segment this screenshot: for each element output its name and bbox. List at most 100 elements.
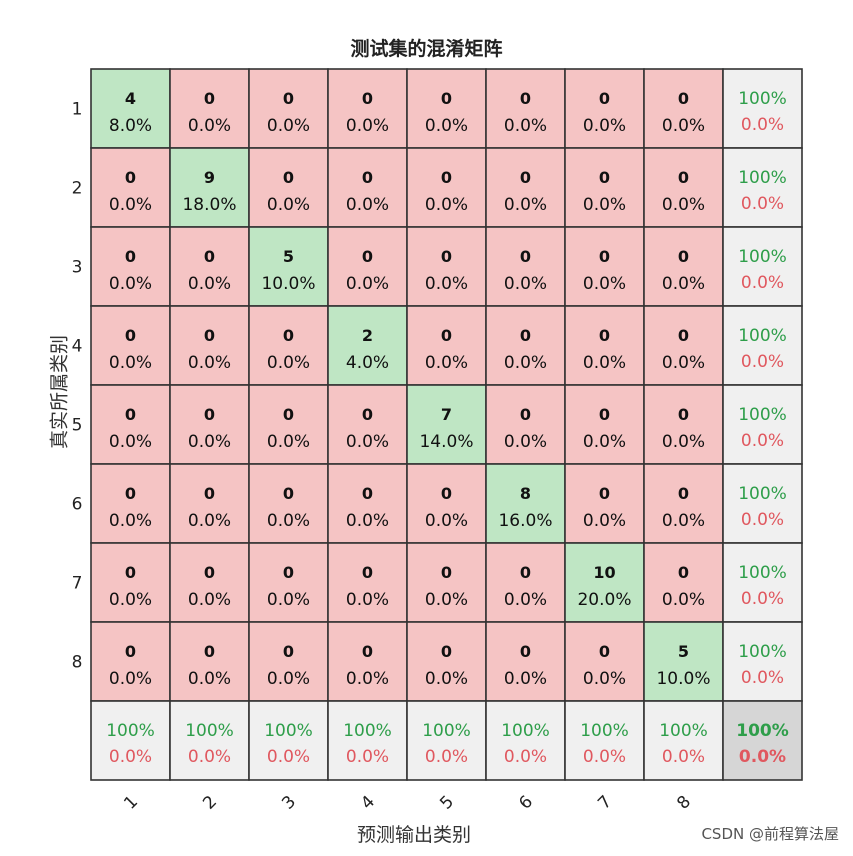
cell-count: 0 <box>678 89 689 108</box>
cell-count: 0 <box>599 326 610 345</box>
row-summary-wrong: 0.0% <box>741 510 784 530</box>
matrix-cell-6-5 <box>406 463 487 544</box>
matrix-cell-1-5 <box>406 68 487 149</box>
cell-count: 0 <box>362 484 373 503</box>
matrix-cell-1-4 <box>327 68 408 149</box>
cell-percent: 0.0% <box>662 590 705 610</box>
cell-count: 0 <box>599 405 610 424</box>
matrix-cell-2-3 <box>248 147 329 228</box>
cell-percent: 0.0% <box>504 432 547 452</box>
matrix-cell-4-2 <box>169 305 250 386</box>
cell-count: 0 <box>441 563 452 582</box>
cell-count: 0 <box>204 563 215 582</box>
matrix-cell-3-3 <box>248 226 329 307</box>
cell-percent: 20.0% <box>577 590 631 610</box>
cell-percent: 0.0% <box>346 432 389 452</box>
cell-count: 0 <box>362 89 373 108</box>
col-summary-correct: 100% <box>580 721 629 741</box>
row-summary-wrong: 0.0% <box>741 431 784 451</box>
cell-percent: 0.0% <box>109 195 152 215</box>
matrix-cell-6-7 <box>564 463 645 544</box>
matrix-cell-9-7 <box>564 700 645 781</box>
cell-count: 0 <box>204 405 215 424</box>
cell-percent: 4.0% <box>346 353 389 373</box>
col-summary-wrong: 0.0% <box>504 747 547 767</box>
x-tick-label: 1 <box>120 792 142 814</box>
cell-count: 0 <box>520 89 531 108</box>
matrix-cell-5-8 <box>643 384 724 465</box>
cell-count: 0 <box>204 484 215 503</box>
matrix-cell-8-1 <box>90 621 171 702</box>
cell-count: 0 <box>125 484 136 503</box>
y-tick-label: 1 <box>72 100 83 120</box>
cell-percent: 0.0% <box>109 274 152 294</box>
x-tick-label: 6 <box>515 792 537 814</box>
cell-percent: 0.0% <box>188 274 231 294</box>
cell-count: 0 <box>678 405 689 424</box>
cell-percent: 0.0% <box>346 274 389 294</box>
y-tick-label: 8 <box>72 653 83 673</box>
matrix-cell-3-1 <box>90 226 171 307</box>
cell-count: 0 <box>283 326 294 345</box>
cell-percent: 8.0% <box>109 116 152 136</box>
cell-count: 4 <box>125 89 136 108</box>
cell-count: 0 <box>678 168 689 187</box>
row-summary-wrong: 0.0% <box>741 273 784 293</box>
cell-count: 0 <box>125 247 136 266</box>
cell-percent: 0.0% <box>267 669 310 689</box>
cell-percent: 0.0% <box>346 195 389 215</box>
row-summary-wrong: 0.0% <box>741 194 784 214</box>
x-tick-label: 7 <box>594 792 616 814</box>
watermark: CSDN @前程算法屋 <box>701 825 839 843</box>
cell-percent: 18.0% <box>182 195 236 215</box>
col-summary-correct: 100% <box>185 721 234 741</box>
row-summary-correct: 100% <box>738 168 787 188</box>
cell-count: 5 <box>283 247 294 266</box>
cell-percent: 0.0% <box>583 669 626 689</box>
row-summary-correct: 100% <box>738 247 787 267</box>
matrix-cell-7-4 <box>327 542 408 623</box>
matrix-cell-6-1 <box>90 463 171 544</box>
matrix-cell-1-6 <box>485 68 566 149</box>
cell-count: 0 <box>678 247 689 266</box>
cell-percent: 0.0% <box>583 353 626 373</box>
col-summary-correct: 100% <box>343 721 392 741</box>
cell-percent: 0.0% <box>583 274 626 294</box>
matrix-cell-2-1 <box>90 147 171 228</box>
cell-percent: 0.0% <box>267 590 310 610</box>
matrix-cell-6-3 <box>248 463 329 544</box>
matrix-cell-9-5 <box>406 700 487 781</box>
matrix-cell-3-6 <box>485 226 566 307</box>
matrix-cell-9-3 <box>248 700 329 781</box>
y-tick-label: 5 <box>72 416 83 436</box>
cell-count: 5 <box>678 642 689 661</box>
cell-percent: 0.0% <box>109 353 152 373</box>
matrix-cell-9-2 <box>169 700 250 781</box>
matrix-cell-8-3 <box>248 621 329 702</box>
matrix-cell-4-4 <box>327 305 408 386</box>
cell-percent: 0.0% <box>267 116 310 136</box>
cell-count: 0 <box>204 247 215 266</box>
cell-percent: 0.0% <box>583 432 626 452</box>
cell-count: 0 <box>362 642 373 661</box>
y-tick-label: 7 <box>72 574 83 594</box>
cell-count: 0 <box>125 168 136 187</box>
matrix-cell-1-3 <box>248 68 329 149</box>
col-summary-correct: 100% <box>106 721 155 741</box>
cell-percent: 0.0% <box>267 195 310 215</box>
col-summary-wrong: 0.0% <box>425 747 468 767</box>
overall-wrong: 0.0% <box>739 747 786 767</box>
matrix-cell-5-5 <box>406 384 487 465</box>
cell-count: 0 <box>441 642 452 661</box>
cell-percent: 0.0% <box>504 116 547 136</box>
cell-count: 0 <box>599 168 610 187</box>
matrix-cell-2-4 <box>327 147 408 228</box>
col-summary-correct: 100% <box>422 721 471 741</box>
y-tick-label: 4 <box>72 337 83 357</box>
cell-count: 0 <box>441 326 452 345</box>
cell-percent: 0.0% <box>583 195 626 215</box>
x-axis-label-wrap: 预测输出类别 <box>0 820 853 847</box>
matrix-cell-3-8 <box>643 226 724 307</box>
matrix-cell-1-7 <box>564 68 645 149</box>
matrix-cell-4-5 <box>406 305 487 386</box>
